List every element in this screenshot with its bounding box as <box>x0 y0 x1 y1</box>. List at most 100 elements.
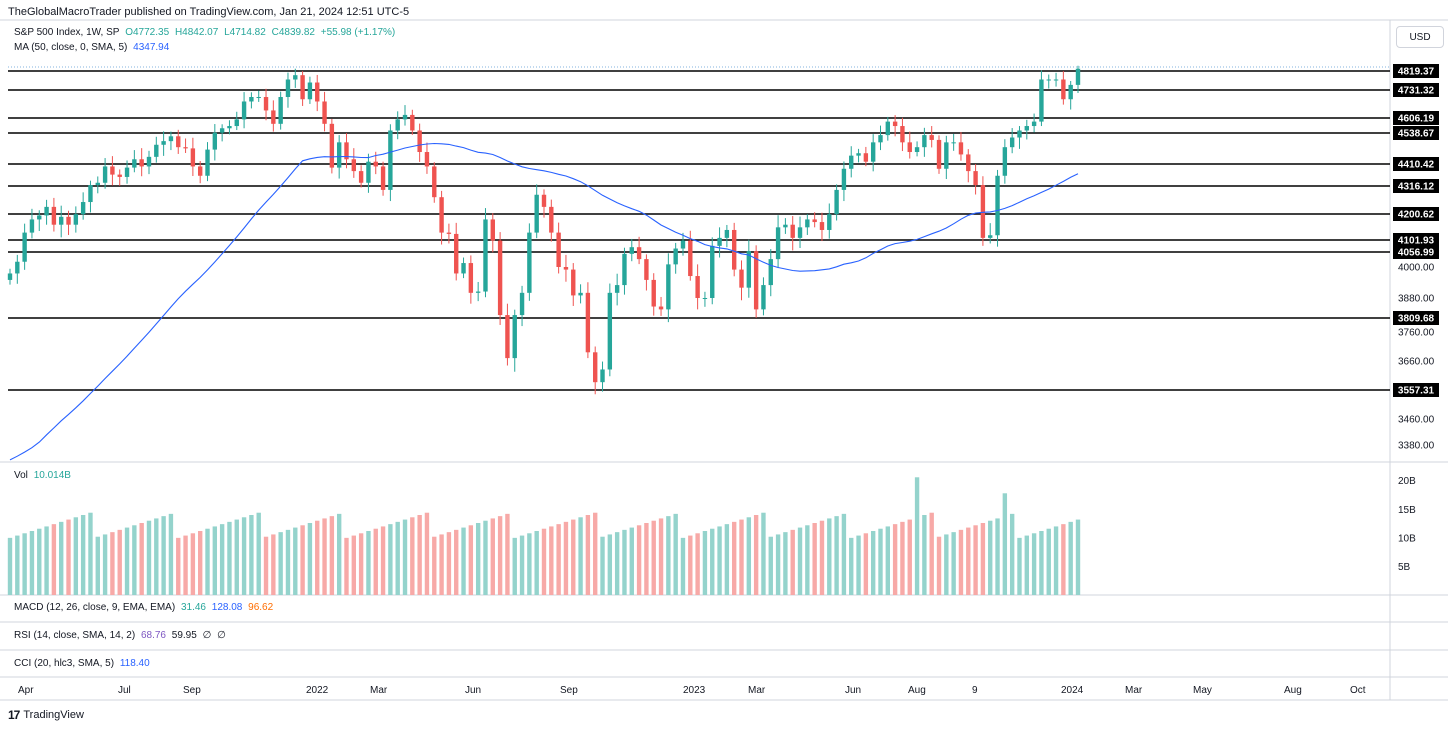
candle-body[interactable] <box>271 110 276 124</box>
candle-body[interactable] <box>966 154 971 172</box>
candle-body[interactable] <box>168 136 174 142</box>
candle-body[interactable] <box>863 153 869 162</box>
candle-body[interactable] <box>870 142 876 162</box>
candle-body[interactable] <box>461 263 466 274</box>
candle-body[interactable] <box>878 135 883 143</box>
candle-body[interactable] <box>190 148 196 167</box>
candle-body[interactable] <box>293 75 298 80</box>
candle-body[interactable] <box>936 139 942 169</box>
candle-body[interactable] <box>329 123 335 168</box>
candle-body[interactable] <box>1002 147 1008 176</box>
candle-body[interactable] <box>900 126 905 143</box>
candle-body[interactable] <box>805 219 810 228</box>
candle-body[interactable] <box>731 229 737 270</box>
candle-body[interactable] <box>673 248 678 265</box>
candle-body[interactable] <box>534 194 539 233</box>
candle-body[interactable] <box>775 227 781 260</box>
candle-body[interactable] <box>51 206 57 225</box>
candle-body[interactable] <box>929 135 934 140</box>
candle-body[interactable] <box>1009 137 1015 148</box>
candle-body[interactable] <box>644 259 649 280</box>
candle-body[interactable] <box>439 197 444 233</box>
candle-body[interactable] <box>1046 79 1051 81</box>
candle-body[interactable] <box>666 264 671 310</box>
candle-body[interactable] <box>527 232 532 293</box>
candle-body[interactable] <box>614 285 620 293</box>
candle-body[interactable] <box>212 132 218 150</box>
candle-body[interactable] <box>783 224 788 228</box>
candle-body[interactable] <box>124 167 130 177</box>
candle-body[interactable] <box>841 168 847 190</box>
candle-body[interactable] <box>15 261 20 274</box>
candle-body[interactable] <box>563 267 569 270</box>
candle-body[interactable] <box>797 227 803 238</box>
candle-body[interactable] <box>585 292 591 353</box>
candle-body[interactable] <box>827 214 832 230</box>
candle-body[interactable] <box>739 269 744 288</box>
candle-body[interactable] <box>600 369 605 383</box>
candle-body[interactable] <box>73 214 79 225</box>
candle-body[interactable] <box>300 75 305 100</box>
tradingview-brand[interactable]: TradingView <box>23 709 84 721</box>
candle-body[interactable] <box>885 121 891 136</box>
candle-body[interactable] <box>541 194 547 207</box>
candle-body[interactable] <box>66 216 71 225</box>
candle-body[interactable] <box>278 97 283 124</box>
candle-body[interactable] <box>505 315 510 359</box>
candle-body[interactable] <box>432 166 437 198</box>
candle-body[interactable] <box>44 206 49 216</box>
candle-body[interactable] <box>497 240 503 316</box>
candle-body[interactable] <box>1075 68 1081 85</box>
candle-body[interactable] <box>1031 121 1037 127</box>
candle-body[interactable] <box>790 224 795 238</box>
currency-button[interactable]: USD <box>1396 26 1444 48</box>
candle-body[interactable] <box>995 175 1000 236</box>
rsi-label[interactable]: RSI (14, close, SMA, 14, 2) <box>14 630 136 641</box>
candle-body[interactable] <box>1068 84 1073 100</box>
candle-body[interactable] <box>753 251 759 310</box>
candle-body[interactable] <box>578 292 583 296</box>
candle-body[interactable] <box>227 126 232 129</box>
candle-body[interactable] <box>380 166 386 190</box>
candle-body[interactable] <box>176 136 181 148</box>
candle-body[interactable] <box>80 202 86 215</box>
candle-body[interactable] <box>636 247 642 260</box>
candle-body[interactable] <box>556 232 561 267</box>
candle-body[interactable] <box>249 97 254 102</box>
candle-body[interactable] <box>1053 79 1059 81</box>
candle-body[interactable] <box>263 97 269 111</box>
candle-body[interactable] <box>468 263 474 293</box>
candle-body[interactable] <box>819 222 825 230</box>
candle-body[interactable] <box>512 315 517 359</box>
candle-body[interactable] <box>102 166 108 183</box>
candle-body[interactable] <box>139 159 144 167</box>
cci-label[interactable]: CCI (20, hlc3, SMA, 5) <box>14 658 115 669</box>
candle-body[interactable] <box>205 149 210 176</box>
candle-body[interactable] <box>710 245 715 298</box>
candle-body[interactable] <box>651 279 656 307</box>
candle-body[interactable] <box>475 291 481 293</box>
candle-body[interactable] <box>417 130 422 153</box>
candle-body[interactable] <box>724 229 730 238</box>
candle-body[interactable] <box>717 237 722 246</box>
candle-body[interactable] <box>241 101 247 120</box>
candle-body[interactable] <box>695 276 700 298</box>
candle-body[interactable] <box>768 259 773 286</box>
candle-body[interactable] <box>344 142 349 160</box>
candle-body[interactable] <box>402 114 408 120</box>
candle-body[interactable] <box>1039 79 1044 122</box>
candle-body[interactable] <box>234 119 239 127</box>
candle-body[interactable] <box>110 166 115 175</box>
symbol-name[interactable]: S&P 500 Index, 1W, SP <box>14 27 120 38</box>
candle-body[interactable] <box>315 82 320 102</box>
candle-body[interactable] <box>1024 126 1029 131</box>
candle-body[interactable] <box>688 240 693 277</box>
candle-body[interactable] <box>219 128 225 133</box>
candle-body[interactable] <box>95 182 100 186</box>
candle-body[interactable] <box>988 235 993 238</box>
candle-body[interactable] <box>132 159 137 168</box>
candle-body[interactable] <box>914 147 920 153</box>
candle-body[interactable] <box>410 114 415 131</box>
candle-body[interactable] <box>702 298 708 299</box>
candle-body[interactable] <box>951 142 956 144</box>
